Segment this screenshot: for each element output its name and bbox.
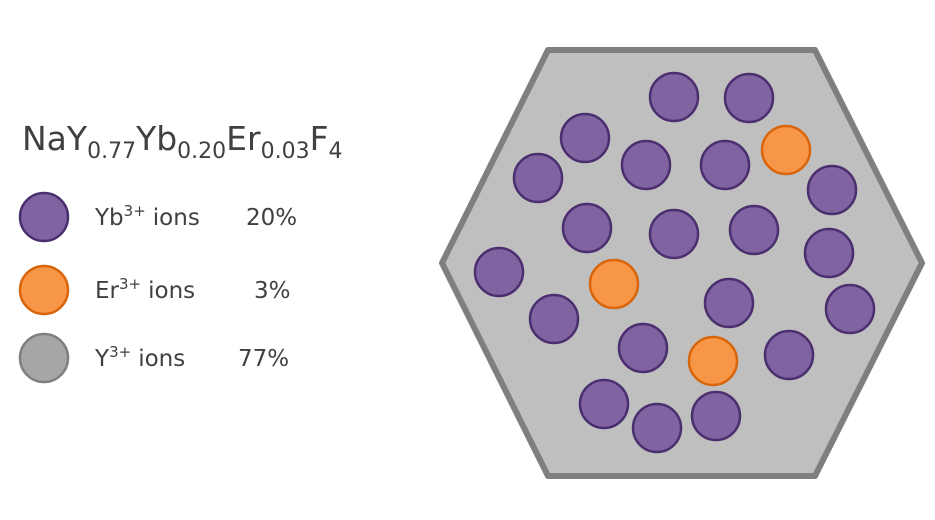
er-ion (588, 258, 640, 310)
yb-ion (473, 246, 525, 298)
yb-ion (648, 71, 700, 123)
yb-ion (728, 204, 780, 256)
yb-ion (561, 202, 613, 254)
legend-swatch (18, 191, 70, 243)
yb-ion (559, 112, 611, 164)
formula-sub: 0.20 (177, 139, 226, 164)
legend-percent: 77% (238, 346, 289, 372)
formula-part: F (310, 119, 329, 158)
er-ion (760, 124, 812, 176)
yb-ion (690, 390, 742, 442)
ions (473, 71, 876, 454)
yb-ion (763, 329, 815, 381)
formula-sub: 4 (329, 139, 343, 164)
yb-ion (578, 378, 630, 430)
ions-label: ions (138, 346, 185, 372)
yb-ion (512, 152, 564, 204)
legend-percent: 3% (254, 278, 291, 304)
ion: Y (94, 346, 110, 372)
legend-swatch (18, 332, 70, 384)
charge: 3+ (124, 202, 146, 220)
ions-label: ions (153, 205, 200, 231)
yb-ion (528, 293, 580, 345)
yb-ion (703, 277, 755, 329)
formula-sub: 0.03 (261, 139, 310, 164)
formula: NaY0.77Yb0.20Er0.03F4 (22, 119, 343, 164)
formula-part: Yb (135, 119, 177, 158)
yb-ion (824, 283, 876, 335)
yb-ion (699, 139, 751, 191)
formula-sub: 0.77 (87, 139, 136, 164)
formula-part: Er (226, 119, 261, 158)
ion: Er (95, 278, 120, 304)
yb-ion (631, 402, 683, 454)
legend-label: Y3+ ions (94, 343, 185, 372)
er-ion (687, 335, 739, 387)
legend-swatch (18, 264, 70, 316)
charge: 3+ (109, 343, 131, 361)
yb-ion (723, 72, 775, 124)
yb-ion (803, 227, 855, 279)
formula-part: NaY (22, 119, 88, 158)
ions-label: ions (148, 278, 195, 304)
yb-ion (617, 322, 669, 374)
legend-label: Er3+ ions (95, 275, 195, 304)
ion: Yb (94, 205, 124, 231)
yb-ion (806, 164, 858, 216)
yb-ion (620, 139, 672, 191)
legend-percent: 20% (246, 205, 297, 231)
charge: 3+ (119, 275, 141, 293)
legend-label: Yb3+ ions (94, 202, 200, 231)
yb-ion (648, 208, 700, 260)
